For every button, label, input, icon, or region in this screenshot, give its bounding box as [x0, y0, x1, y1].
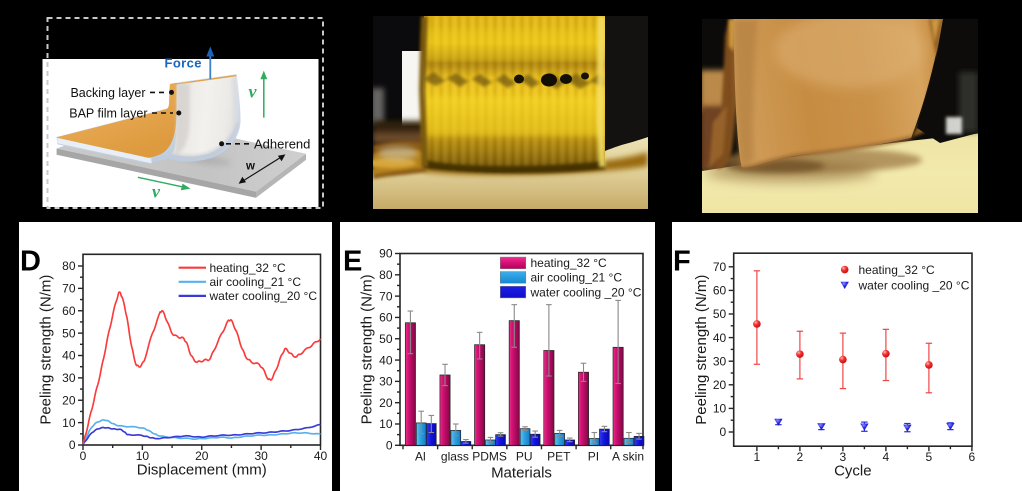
svg-text:water cooling _20 °C: water cooling _20 °C: [530, 285, 642, 299]
svg-text:6: 6: [969, 450, 976, 464]
svg-text:Al: Al: [415, 450, 426, 464]
svg-text:1: 1: [754, 450, 761, 464]
svg-text:Peeling strength (N/m): Peeling strength (N/m): [38, 275, 55, 425]
svg-text:30: 30: [713, 354, 727, 368]
svg-text:PDMS: PDMS: [472, 450, 507, 464]
svg-text:40: 40: [62, 349, 76, 363]
svg-text:Displacement (mm): Displacement (mm): [137, 462, 267, 479]
svg-text:Peeling strength (N/m): Peeling strength (N/m): [359, 274, 376, 424]
svg-text:PET: PET: [547, 450, 571, 464]
svg-text:A skin: A skin: [612, 450, 644, 464]
svg-text:air cooling_21 °C: air cooling_21 °C: [531, 271, 623, 285]
svg-text:E: E: [343, 246, 362, 278]
svg-text:80: 80: [62, 259, 76, 273]
svg-text:4: 4: [883, 450, 890, 464]
svg-text:Adherend: Adherend: [254, 136, 310, 151]
svg-text:10: 10: [136, 449, 150, 463]
svg-text:20: 20: [379, 396, 393, 410]
svg-text:0: 0: [80, 449, 87, 463]
svg-text:70: 70: [713, 260, 727, 274]
svg-text:60: 60: [379, 311, 393, 325]
svg-text:0: 0: [69, 438, 76, 452]
svg-text:air cooling_21 °C: air cooling_21 °C: [210, 275, 302, 289]
svg-text:60: 60: [62, 304, 76, 318]
svg-text:heating_32 °C: heating_32 °C: [210, 261, 287, 275]
svg-text:80: 80: [379, 268, 393, 282]
svg-text:Force: Force: [165, 56, 202, 71]
svg-text:10: 10: [713, 402, 727, 416]
svg-text:40: 40: [314, 449, 328, 463]
svg-text:10: 10: [379, 417, 393, 431]
svg-text:20: 20: [62, 393, 76, 407]
svg-text:50: 50: [379, 332, 393, 346]
svg-text:70: 70: [62, 282, 76, 296]
svg-text:PI: PI: [588, 450, 599, 464]
svg-text:v: v: [249, 82, 258, 102]
svg-text:3: 3: [840, 450, 847, 464]
svg-text:90: 90: [379, 247, 393, 261]
svg-text:Materials: Materials: [491, 465, 552, 482]
svg-text:water cooling _20 °C: water cooling _20 °C: [858, 279, 970, 293]
svg-text:glass: glass: [441, 450, 469, 464]
svg-text:40: 40: [713, 331, 727, 345]
svg-text:40: 40: [379, 353, 393, 367]
svg-text:0: 0: [720, 425, 727, 439]
svg-text:heating_32 °C: heating_32 °C: [859, 263, 936, 277]
svg-text:70: 70: [379, 289, 393, 303]
svg-text:water cooling_20 °C: water cooling_20 °C: [209, 289, 318, 303]
svg-text:10: 10: [62, 416, 76, 430]
svg-text:30: 30: [379, 375, 393, 389]
svg-text:50: 50: [62, 326, 76, 340]
svg-text:5: 5: [926, 450, 933, 464]
svg-text:v: v: [152, 182, 161, 202]
svg-text:D: D: [20, 246, 41, 278]
svg-text:PU: PU: [516, 450, 533, 464]
svg-text:F: F: [673, 246, 691, 278]
svg-text:30: 30: [254, 449, 268, 463]
svg-text:0: 0: [386, 439, 393, 453]
svg-text:50: 50: [713, 307, 727, 321]
svg-text:w: w: [245, 161, 255, 173]
svg-text:Peeling strength (N/m): Peeling strength (N/m): [693, 275, 710, 425]
svg-text:heating_32 °C: heating_32 °C: [531, 256, 608, 270]
svg-text:Cycle: Cycle: [834, 463, 872, 480]
svg-text:Backing layer: Backing layer: [70, 86, 145, 100]
svg-text:BAP film layer: BAP film layer: [69, 107, 147, 121]
svg-text:60: 60: [713, 284, 727, 298]
svg-text:20: 20: [713, 378, 727, 392]
svg-text:30: 30: [62, 371, 76, 385]
svg-text:20: 20: [195, 449, 209, 463]
svg-text:2: 2: [797, 450, 804, 464]
